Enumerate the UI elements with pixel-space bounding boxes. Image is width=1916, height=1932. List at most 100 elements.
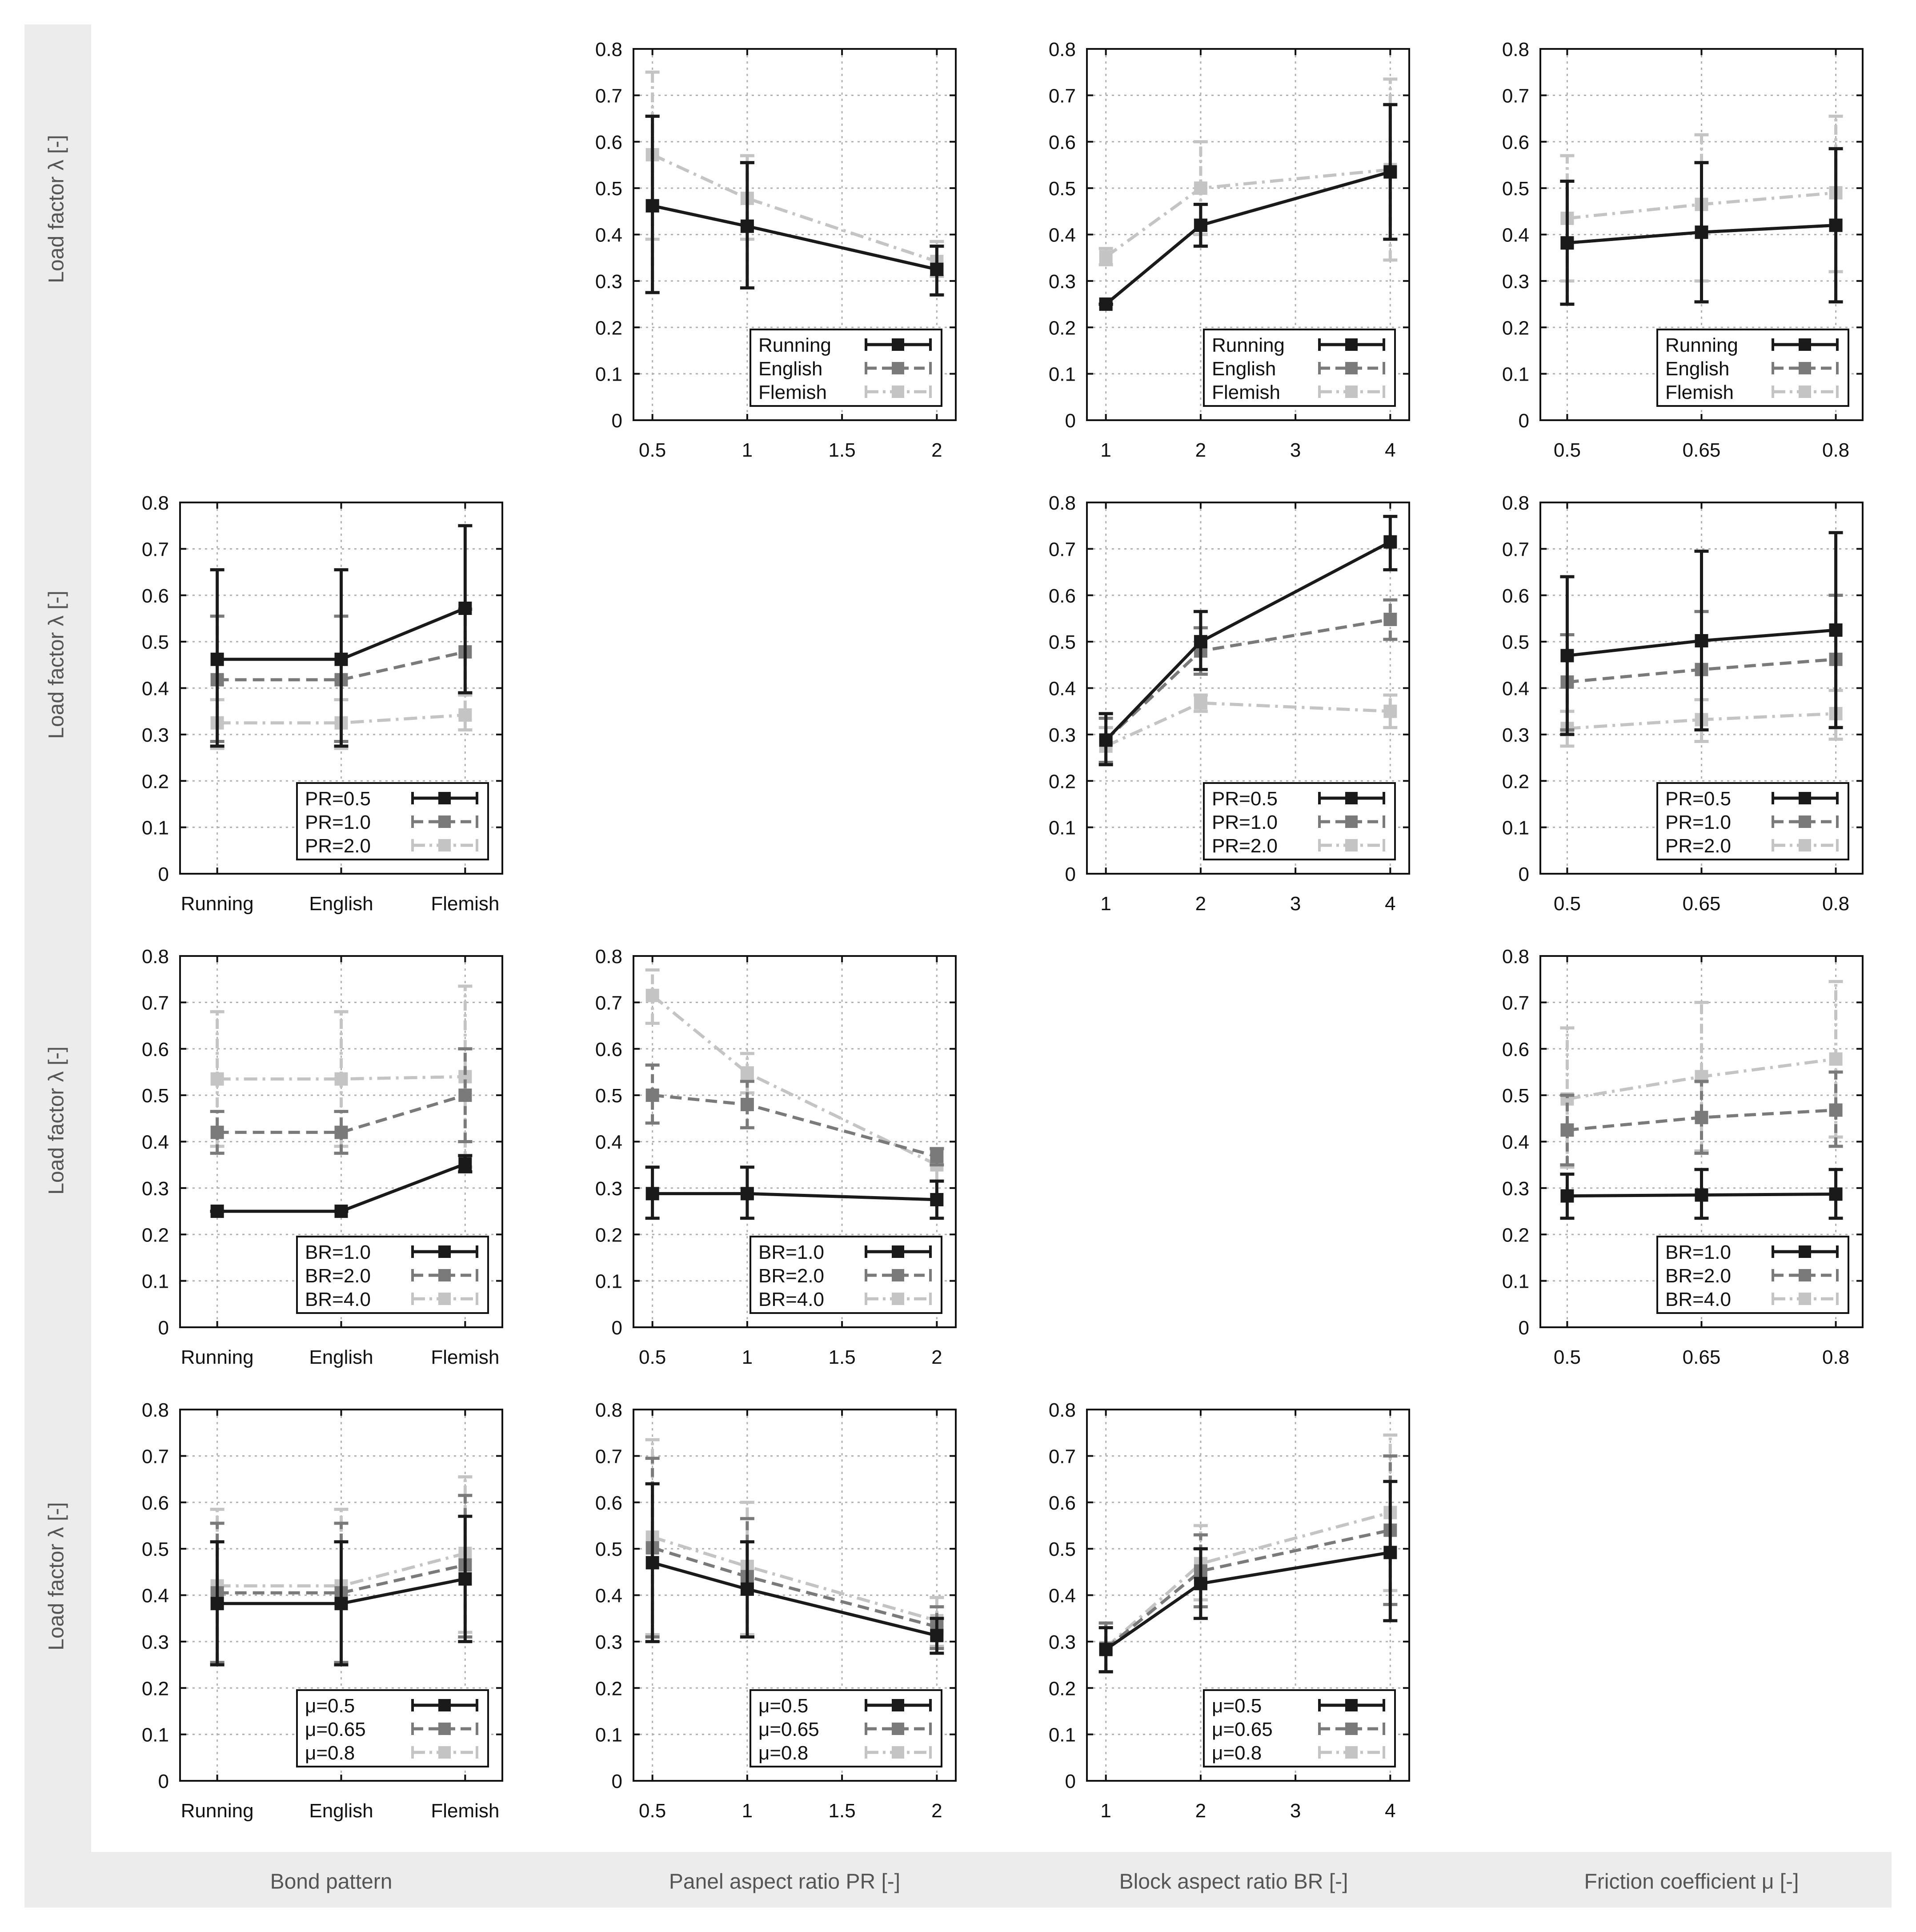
legend: PR=0.5PR=1.0PR=2.0: [296, 782, 489, 860]
series-line: [652, 1535, 938, 1623]
y-tick-label: 0.5: [595, 1085, 622, 1107]
legend-marker: [438, 815, 451, 828]
series-line: [652, 1546, 938, 1628]
legend-label: Flemish: [1665, 382, 1734, 403]
legend-label: PR=0.5: [305, 788, 371, 810]
legend-label: BR=4.0: [305, 1289, 371, 1310]
legend-label: Running: [1665, 334, 1738, 356]
series-1: [645, 1482, 944, 1655]
series-line: [1105, 1528, 1391, 1650]
legend-label: PR=0.5: [1212, 788, 1278, 810]
x-tick-label: 4: [1385, 439, 1395, 461]
y-tick-label: 0.4: [1049, 678, 1076, 700]
y-tick-label: 0.6: [1502, 132, 1529, 153]
y-tick-label: 0.8: [595, 946, 622, 968]
x-tick-label: 0.5: [1554, 439, 1581, 461]
legend-label: Running: [1212, 334, 1285, 356]
data-point: [1383, 1546, 1397, 1559]
x-tick-label: 1: [742, 1346, 753, 1368]
data-point: [458, 1089, 472, 1102]
legend-box: [750, 1689, 942, 1767]
series-1: [210, 1154, 473, 1218]
y-tick-label: 0.5: [595, 178, 622, 200]
series-1: [1098, 1480, 1398, 1674]
y-tick-label: 0.1: [595, 1724, 622, 1746]
legend-marker: [1345, 839, 1358, 852]
legend-marker: [1799, 839, 1811, 852]
series-1: [645, 114, 944, 297]
y-tick-label: 0.2: [1049, 1678, 1076, 1699]
y-tick-label: 0.1: [142, 817, 169, 839]
y-tick-label: 0.1: [1049, 364, 1076, 386]
legend-marker: [892, 338, 904, 351]
data-point: [210, 1072, 224, 1086]
y-tick-label: 0.5: [1049, 1538, 1076, 1560]
legend-label: μ=0.8: [1212, 1742, 1262, 1764]
data-point: [458, 601, 472, 615]
x-tick-label: English: [309, 893, 373, 915]
x-tick-label: 2: [1195, 1800, 1206, 1822]
y-tick-label: 0.3: [1049, 724, 1076, 746]
x-tick-label: 3: [1290, 893, 1301, 915]
legend-marker: [892, 362, 904, 374]
y-tick-label: 0.3: [595, 271, 622, 293]
data-point: [1695, 1111, 1708, 1125]
series-2: [1098, 598, 1398, 764]
legend-marker: [892, 1245, 904, 1258]
y-tick-label: 0.6: [1049, 585, 1076, 607]
x-tick-label: 2: [1195, 893, 1206, 915]
y-tick-label: 0.8: [1502, 39, 1529, 60]
y-tick-label: 0.4: [1049, 1585, 1076, 1607]
y-tick-label: 0.3: [142, 1631, 169, 1653]
series-line: [652, 1561, 938, 1637]
x-tick-label: English: [309, 1800, 373, 1822]
chart-panel-r2c4: 0 0.1 0.2 0.3 0.4 0.5 0.6 0.7 0.8 0.5 0.65 0.8 PR=0.…: [1502, 492, 1864, 915]
legend-label: PR=2.0: [1665, 835, 1731, 857]
data-point: [930, 1629, 944, 1643]
y-tick-label: 0.8: [1502, 492, 1529, 514]
series-1: [1560, 147, 1843, 306]
y-tick-label: 0.2: [595, 1224, 622, 1246]
legend: BR=1.0BR=2.0BR=4.0: [750, 1236, 942, 1314]
y-tick-label: 0.8: [1049, 39, 1076, 60]
legend-marker: [1799, 1245, 1811, 1258]
data-point: [1695, 634, 1708, 648]
legend-marker: [1799, 338, 1811, 351]
x-tick-label: 1: [742, 439, 753, 461]
data-point: [740, 1187, 754, 1201]
data-point: [334, 1125, 348, 1139]
y-tick-label: 0: [158, 1771, 169, 1792]
y-tick-label: 0: [1065, 864, 1076, 885]
legend-box: [750, 1236, 942, 1314]
legend-label: BR=2.0: [305, 1265, 371, 1287]
series-line: [652, 1093, 938, 1158]
series-line: [217, 1093, 466, 1134]
series-3: [1098, 693, 1398, 767]
y-tick-label: 0.7: [1049, 1446, 1076, 1467]
y-tick-label: 0.2: [1502, 771, 1529, 792]
legend-label: PR=2.0: [1212, 835, 1278, 857]
y-tick-label: 0.5: [595, 1538, 622, 1560]
data-point: [1383, 535, 1397, 549]
y-tick-label: 0.1: [595, 1271, 622, 1293]
data-point: [1194, 635, 1207, 649]
data-point: [1099, 733, 1113, 747]
data-point: [1560, 236, 1574, 250]
series-3: [645, 70, 944, 278]
x-tick-label: 2: [931, 439, 942, 461]
y-tick-label: 0.3: [1049, 271, 1076, 293]
y-tick-label: 0.6: [1502, 1039, 1529, 1060]
y-tick-label: 0.6: [595, 1039, 622, 1060]
x-tick-label: 3: [1290, 1800, 1301, 1822]
legend: PR=0.5PR=1.0PR=2.0: [1656, 782, 1849, 860]
y-tick-label: 0.2: [1502, 1224, 1529, 1246]
y-tick-label: 0.3: [1049, 1631, 1076, 1653]
x-tick-label: 0.5: [639, 439, 666, 461]
legend-label: BR=2.0: [758, 1265, 824, 1287]
x-tick-label: 0.8: [1822, 439, 1849, 461]
x-tick-label: 2: [931, 1800, 942, 1822]
legend-marker: [1345, 386, 1358, 398]
chart-panel-r1c2: 0 0.1 0.2 0.3 0.4 0.5 0.6 0.7 0.8 0.5 1 1.5 2 Running…: [595, 39, 957, 461]
y-tick-label: 0.4: [142, 1585, 169, 1607]
